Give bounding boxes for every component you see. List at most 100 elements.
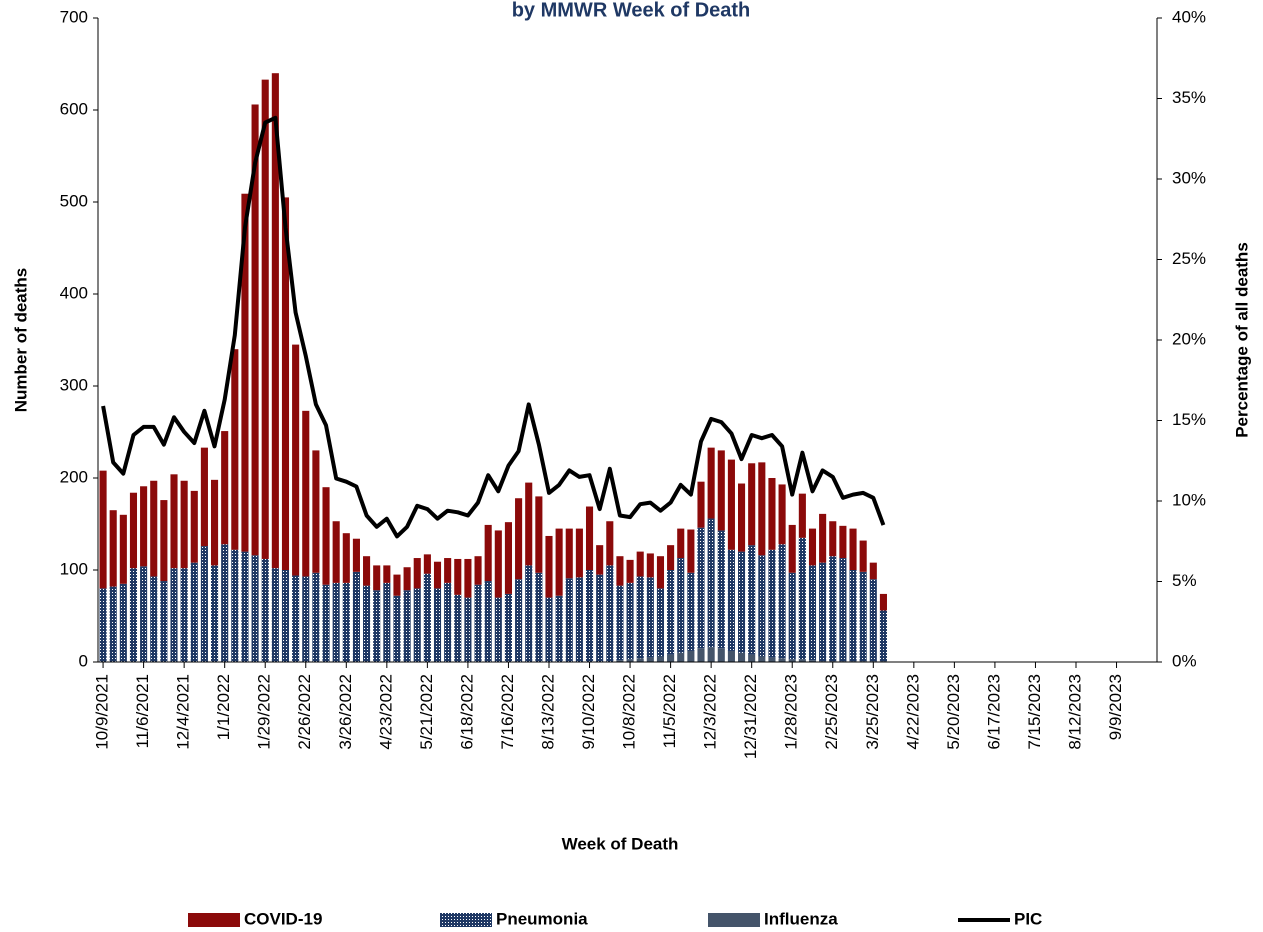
x-tick-label: 9/9/2023	[1106, 674, 1125, 740]
bar-segment	[221, 544, 229, 662]
bar-segment	[464, 558, 472, 598]
x-tick-label: 7/16/2022	[498, 674, 517, 750]
bar-segment	[423, 573, 431, 662]
bar-segment	[555, 528, 563, 596]
bar-segment	[231, 549, 239, 662]
bar-segment	[738, 652, 746, 662]
bar-segment	[849, 570, 857, 662]
bar-segment	[393, 574, 401, 596]
bar-segment	[221, 431, 229, 545]
x-tick-label: 7/15/2023	[1025, 674, 1044, 750]
bar-segment	[494, 597, 502, 662]
bar-segment	[140, 566, 148, 662]
bar-segment	[596, 545, 604, 575]
bar-segment	[788, 572, 796, 660]
bar-segment	[677, 528, 685, 559]
bar-segment	[778, 658, 786, 662]
bar-segment	[727, 549, 735, 651]
bar-segment	[667, 545, 675, 570]
bar-segment	[859, 571, 867, 662]
bar-segment	[808, 528, 817, 566]
bar-segment	[748, 654, 756, 662]
bar-segment	[342, 533, 350, 583]
bar-segment	[758, 656, 766, 662]
bar-segment	[839, 558, 847, 662]
bar-segment	[585, 506, 594, 570]
x-tick-label: 2/25/2023	[822, 674, 841, 750]
bar-segment	[484, 581, 492, 662]
bar-segment	[373, 565, 381, 591]
bar-segment	[778, 484, 786, 545]
bar-segment	[251, 555, 259, 662]
bar-segment	[545, 535, 553, 598]
y-axis-title: Number of deaths	[11, 268, 30, 413]
bar-segment	[312, 572, 320, 662]
bar-segment	[727, 459, 735, 550]
y2-tick-label: 10%	[1172, 490, 1206, 509]
bar-segment	[322, 584, 330, 662]
bar-segment	[271, 73, 279, 569]
bar-segment	[738, 483, 746, 552]
bar-segment	[707, 647, 715, 662]
bar-segment	[504, 593, 512, 662]
bar-segment	[879, 593, 887, 611]
bar-segment	[758, 555, 766, 657]
bar-segment	[403, 567, 411, 591]
bar-segment	[403, 590, 411, 662]
x-tick-label: 1/29/2022	[255, 674, 274, 750]
x-tick-label: 8/12/2023	[1065, 674, 1084, 750]
x-axis-title: Week of Death	[562, 834, 679, 853]
bar-segment	[525, 565, 533, 662]
x-tick-label: 11/5/2022	[660, 674, 679, 748]
bar-segment	[616, 585, 624, 661]
bar-segment	[504, 522, 512, 594]
bar-segment	[869, 579, 877, 662]
bar-segment	[373, 590, 381, 662]
bar-segment	[332, 521, 340, 583]
bar-segment	[798, 659, 806, 662]
bar-segment	[717, 530, 725, 649]
bar-segment	[707, 518, 715, 648]
x-tick-label: 5/21/2022	[417, 674, 436, 750]
bar-segment	[484, 524, 492, 582]
bar-segment	[109, 586, 117, 662]
bar-segment	[606, 521, 614, 566]
x-tick-label: 3/26/2022	[336, 674, 355, 750]
y2-tick-label: 5%	[1172, 571, 1197, 590]
bar-segment	[464, 597, 472, 662]
bar-segment	[322, 487, 330, 585]
bar-segment	[565, 528, 573, 579]
bar-segment	[656, 556, 665, 589]
x-tick-label: 4/22/2023	[903, 674, 922, 750]
bar-segment	[140, 486, 148, 567]
bar-segment	[342, 582, 350, 662]
bar-segment	[585, 570, 594, 662]
bar-segment	[129, 492, 138, 569]
bar-segment	[697, 481, 705, 528]
bar-segment	[687, 529, 695, 573]
y2-tick-label: 30%	[1172, 168, 1206, 187]
bar-segment	[819, 513, 827, 563]
bar-segment	[99, 470, 107, 589]
bar-segment	[160, 500, 168, 582]
bar-segment	[190, 490, 198, 563]
x-tick-label: 9/10/2022	[579, 674, 598, 750]
bar-segment	[636, 658, 644, 662]
y-tick-label: 200	[60, 467, 88, 486]
x-tick-label: 2/26/2022	[295, 674, 314, 750]
bar-segment	[788, 659, 796, 662]
bar-segment	[211, 565, 219, 662]
bar-segment	[636, 551, 644, 577]
bar-segment	[788, 524, 796, 573]
x-tick-label: 10/9/2021	[93, 674, 112, 750]
x-tick-label: 1/28/2023	[782, 674, 801, 750]
bar-segment	[626, 659, 634, 662]
x-tick-label: 5/20/2023	[944, 674, 963, 750]
x-tick-label: 11/6/2021	[133, 674, 152, 748]
bar-segment	[211, 479, 219, 566]
bar-segment	[829, 556, 837, 662]
y-tick-label: 700	[60, 7, 88, 26]
bar-segment	[596, 574, 604, 662]
y2-tick-label: 35%	[1172, 88, 1206, 107]
bar-segment	[829, 521, 837, 557]
